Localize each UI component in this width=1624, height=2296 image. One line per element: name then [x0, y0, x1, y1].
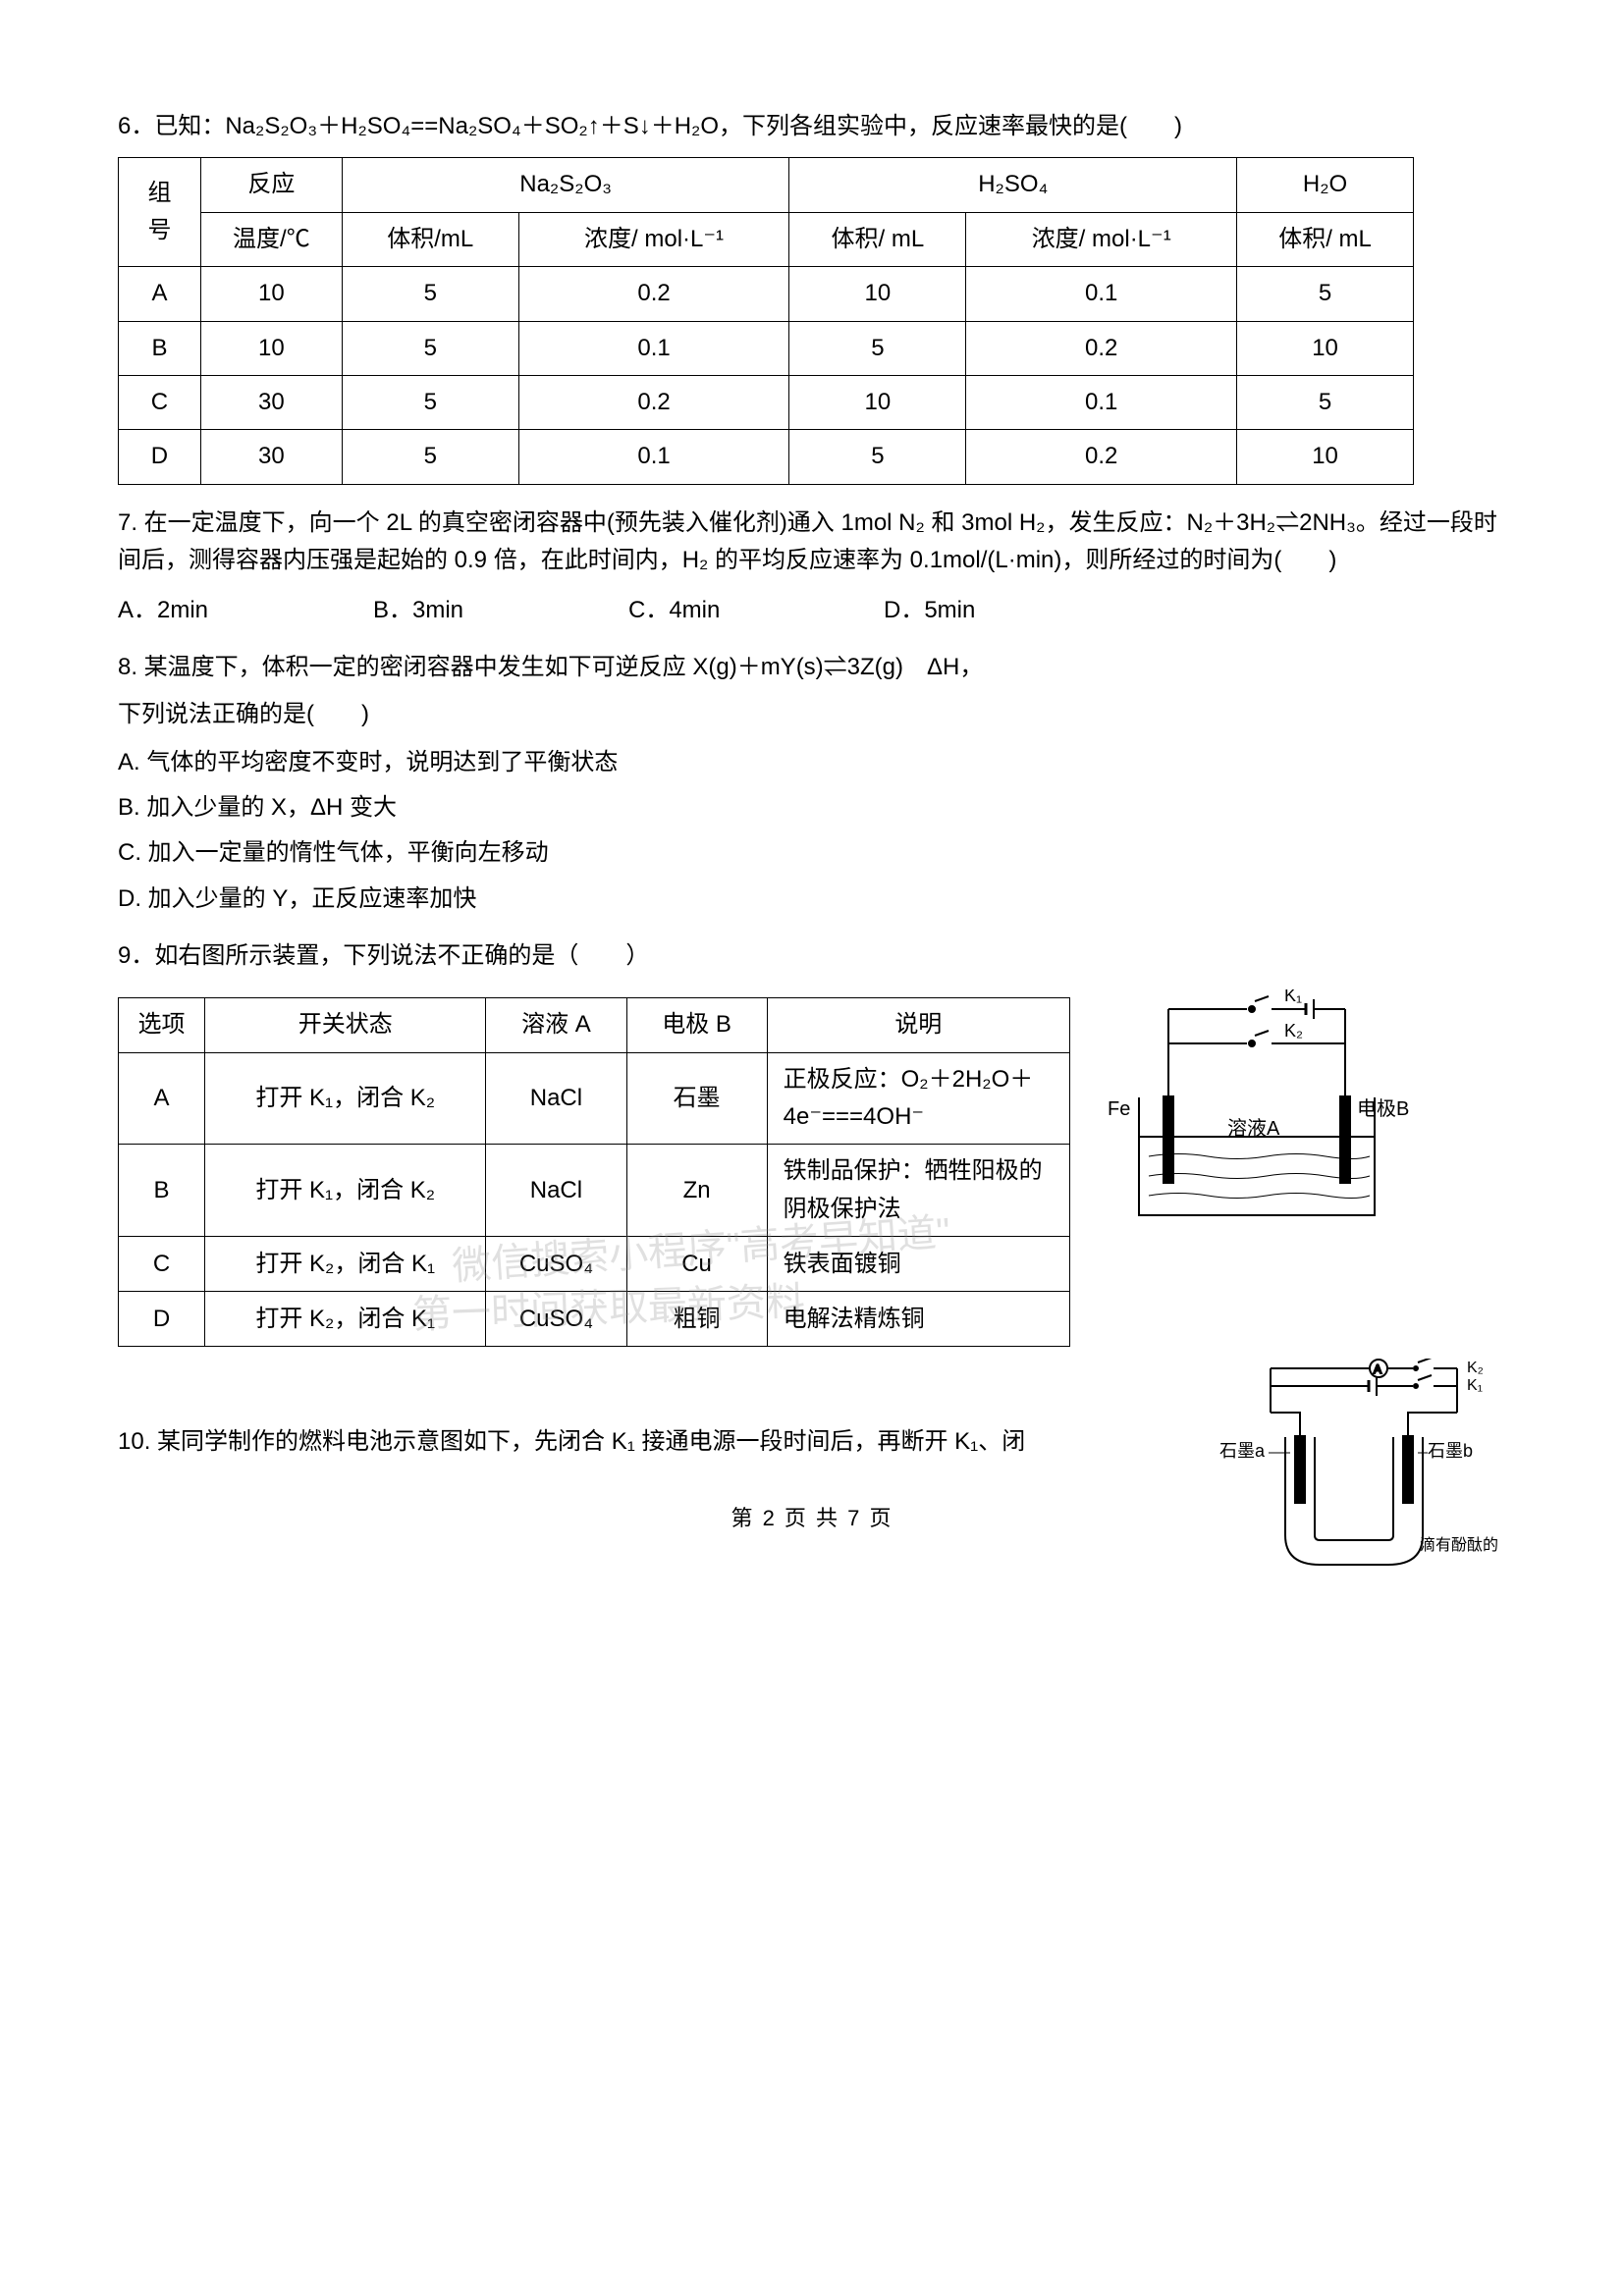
table-row: D打开 K₂，闭合 K₁CuSO₄粗铜电解法精炼铜: [119, 1292, 1070, 1347]
table-row: C打开 K₂，闭合 K₁CuSO₄Cu铁表面镀铜: [119, 1237, 1070, 1292]
q6-prompt: 6．已知：Na₂S₂O₃＋H₂SO₄==Na₂SO₄＋SO₂↑＋S↓＋H₂O，下…: [118, 108, 1506, 145]
opt-b: B．3min: [373, 592, 569, 629]
table-row: 选项 开关状态 溶液 A 电极 B 说明: [119, 997, 1070, 1052]
opt-d: D. 加入少量的 Y，正反应速率加快: [118, 881, 1506, 918]
q10-circuit-diagram: A K₂ K₁ 石墨a 石墨b 滴有酚酞的: [1192, 1359, 1506, 1575]
question-7: 7. 在一定温度下，向一个 2L 的真空密闭容器中(预先装入催化剂)通入 1mo…: [118, 505, 1506, 629]
label-electrodeB: 电极B: [1357, 1097, 1409, 1120]
label-k1: K₁: [1467, 1377, 1483, 1394]
question-9: 9．如右图所示装置，下列说法不正确的是（ ） 选项 开关状态 溶液 A 电极 B…: [118, 937, 1506, 1364]
table-row: B打开 K₁，闭合 K₂NaClZn铁制品保护：牺牲阳极的阴极保护法: [119, 1145, 1070, 1237]
hdr-switch: 开关状态: [205, 997, 486, 1052]
hdr-vol3: 体积/ mL: [1237, 212, 1414, 266]
label-graphite-a: 石墨a: [1219, 1441, 1266, 1461]
hdr-na2s2o3: Na₂S₂O₃: [342, 158, 789, 212]
hdr-opt: 选项: [119, 997, 205, 1052]
opt-c: C．4min: [628, 592, 825, 629]
label-k2: K₂: [1467, 1360, 1484, 1376]
question-8: 8. 某温度下，体积一定的密闭容器中发生如下可逆反应 X(g)＋mY(s)⇌3Z…: [118, 649, 1506, 918]
table-row: 温度/℃ 体积/mL 浓度/ mol·L⁻¹ 体积/ mL 浓度/ mol·L⁻…: [119, 212, 1414, 266]
hdr-reaction: 反应: [200, 158, 342, 212]
table-row: D3050.150.210: [119, 430, 1414, 484]
opt-a: A．2min: [118, 592, 314, 629]
table-row: A1050.2100.15: [119, 267, 1414, 321]
label-drop: 滴有酚酞的: [1420, 1536, 1498, 1554]
opt-d: D．5min: [884, 592, 1080, 629]
opt-a: A. 气体的平均密度不变时，说明达到了平衡状态: [118, 744, 1506, 781]
label-fe: Fe: [1108, 1098, 1130, 1120]
q7-options: A．2min B．3min C．4min D．5min: [118, 592, 1506, 629]
q9-prompt: 9．如右图所示装置，下列说法不正确的是（ ）: [118, 937, 1506, 975]
hdr-h2o: H₂O: [1237, 158, 1414, 212]
table-row: C3050.2100.15: [119, 375, 1414, 429]
question-6: 6．已知：Na₂S₂O₃＋H₂SO₄==Na₂SO₄＋SO₂↑＋S↓＋H₂O，下…: [118, 108, 1506, 485]
table-row: A打开 K₁，闭合 K₂NaCl石墨正极反应：O₂＋2H₂O＋4e⁻===4OH…: [119, 1052, 1070, 1145]
hdr-vol: 体积/mL: [342, 212, 518, 266]
opt-b: B. 加入少量的 X，ΔH 变大: [118, 789, 1506, 827]
hdr-elec: 电极 B: [626, 997, 767, 1052]
table-row: B1050.150.210: [119, 321, 1414, 375]
hdr-desc: 说明: [767, 997, 1069, 1052]
hdr-temp: 温度/℃: [200, 212, 342, 266]
q8-prompt-line1: 8. 某温度下，体积一定的密闭容器中发生如下可逆反应 X(g)＋mY(s)⇌3Z…: [118, 649, 1506, 686]
q8-prompt-line2: 下列说法正确的是( ): [118, 696, 1506, 733]
hdr-group: 组号: [119, 158, 201, 267]
label-graphite-b: 石墨b: [1428, 1441, 1473, 1461]
q7-prompt: 7. 在一定温度下，向一个 2L 的真空密闭容器中(预先装入催化剂)通入 1mo…: [118, 505, 1506, 580]
hdr-vol2: 体积/ mL: [789, 212, 966, 266]
label-k2: K₂: [1284, 1021, 1303, 1041]
label-solutionA: 溶液A: [1227, 1117, 1280, 1140]
q9-circuit-diagram: K₁ K₂ Fe 电极B 溶液A: [1100, 989, 1414, 1245]
opt-c: C. 加入一定量的惰性气体，平衡向左移动: [118, 834, 1506, 872]
q9-table: 选项 开关状态 溶液 A 电极 B 说明 A打开 K₁，闭合 K₂NaCl石墨正…: [118, 997, 1070, 1348]
hdr-conc2: 浓度/ mol·L⁻¹: [966, 212, 1237, 266]
hdr-conc: 浓度/ mol·L⁻¹: [518, 212, 789, 266]
label-k1: K₁: [1284, 989, 1302, 1005]
table-row: 组号 反应 Na₂S₂O₃ H₂SO₄ H₂O: [119, 158, 1414, 212]
q6-table: 组号 反应 Na₂S₂O₃ H₂SO₄ H₂O 温度/℃ 体积/mL 浓度/ m…: [118, 157, 1414, 484]
hdr-sol: 溶液 A: [486, 997, 626, 1052]
hdr-h2so4: H₂SO₄: [789, 158, 1237, 212]
svg-text:A: A: [1374, 1362, 1381, 1376]
